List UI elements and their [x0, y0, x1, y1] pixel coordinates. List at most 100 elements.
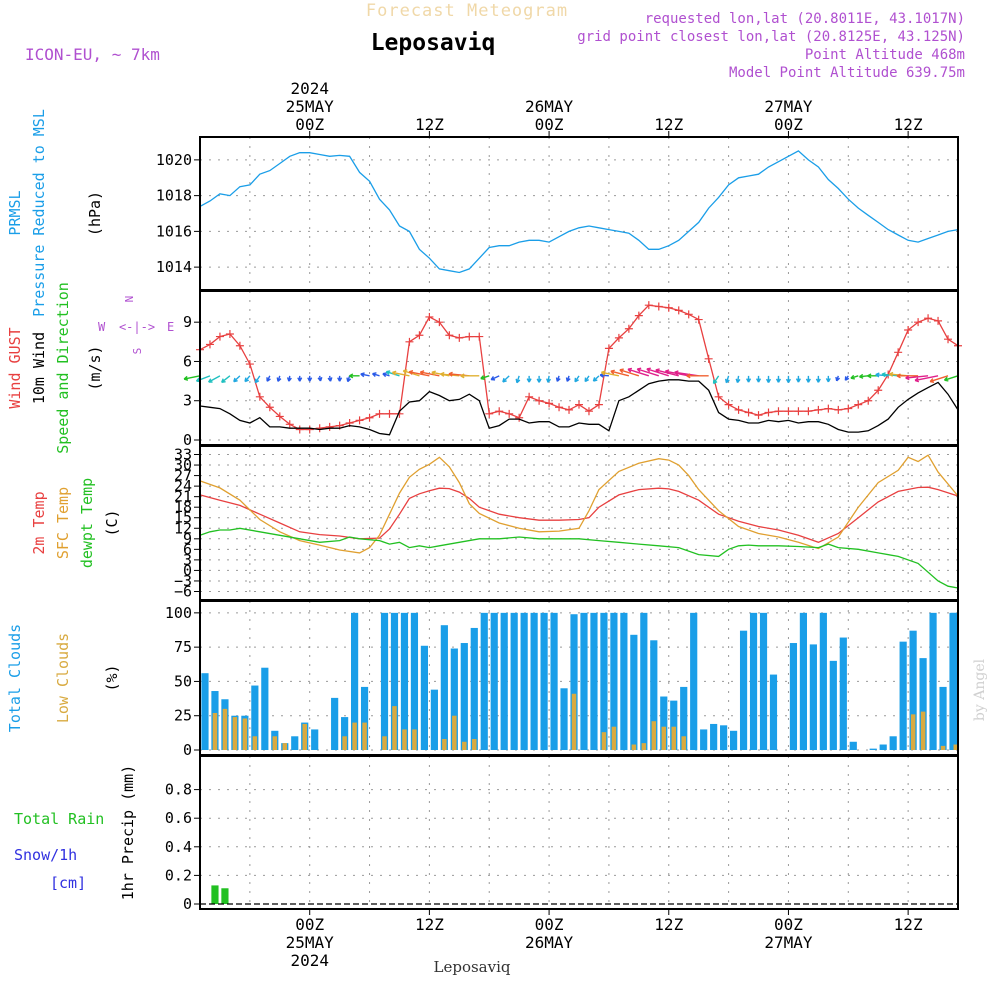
gust-marker: [704, 354, 713, 363]
gust-marker: [225, 329, 234, 338]
total-cloud-bar: [620, 612, 628, 750]
total-cloud-bar: [789, 643, 798, 750]
low-cloud-bar: [910, 714, 916, 750]
low-cloud-bar: [252, 736, 258, 750]
model-point-altitude: Model Point Altitude 639.75m: [729, 65, 965, 81]
y-tick-label: 0: [183, 561, 192, 579]
gust-marker: [694, 315, 703, 324]
wind-direction-arrow: [555, 375, 561, 382]
panel-2: 0 3 6 9 (m/s) Wind GUST 10m Wind Speed and Dire…: [6, 282, 962, 454]
wind-direction-arrow: [327, 375, 333, 382]
panel-frame: [199, 290, 959, 446]
wind-direction-arrow: [565, 375, 571, 382]
wind-direction-arrow: [825, 375, 831, 383]
gust-marker: [584, 407, 593, 416]
total-cloud-bar: [730, 730, 738, 750]
wind-direction-arrow: [859, 373, 869, 379]
total-cloud-bar: [470, 627, 478, 750]
gust-marker: [594, 400, 603, 409]
wind-direction-arrow: [627, 367, 650, 377]
wind-direction-arrow: [360, 372, 370, 378]
total-cloud-bar: [510, 612, 518, 750]
total-cloud-bar: [420, 645, 428, 750]
total-cloud-bar: [251, 685, 259, 750]
low-cloud-bar: [611, 726, 617, 750]
total-cloud-bar: [749, 612, 758, 750]
y-tick-label: 1014: [156, 258, 192, 276]
total-cloud-bar: [759, 612, 768, 750]
gust-marker: [744, 408, 753, 417]
variable-label: SFC Temp: [54, 487, 72, 559]
wind-direction-arrow: [929, 375, 949, 383]
gust-marker: [505, 409, 514, 418]
panel-1: 1014 1016 1018 1020 (hPa) PRMSL Pressure Reduc…: [6, 109, 959, 317]
total-cloud-bar: [889, 736, 897, 750]
gust-marker: [654, 302, 663, 311]
gust-marker: [455, 333, 464, 342]
gust-marker: [904, 326, 913, 335]
total-cloud-bar: [570, 614, 578, 750]
wind-direction-arrow: [775, 375, 782, 383]
gust-marker: [634, 311, 643, 320]
y-tick-label: 18: [174, 498, 192, 516]
gust-marker: [535, 396, 544, 405]
gust-marker: [924, 314, 933, 323]
low-cloud-bar: [452, 715, 457, 750]
top-time-label: 12Z: [894, 115, 923, 134]
watermark: by Angel: [972, 658, 988, 721]
top-time-label: 26MAY: [525, 97, 574, 116]
bottom-time-label: 12Z: [894, 915, 923, 934]
total-cloud-bar: [909, 630, 917, 750]
wind-direction-arrow: [765, 375, 772, 383]
wind-direction-arrow: [815, 375, 821, 383]
wind-direction-arrow: [515, 375, 521, 384]
panel-frame: [199, 755, 959, 910]
total-cloud-bar: [291, 736, 299, 750]
wind-direction-arrow: [276, 375, 282, 382]
low-cloud-bar: [671, 726, 676, 750]
total-cloud-bar: [460, 643, 468, 750]
y-tick-label: 9: [183, 530, 192, 548]
wind-direction-arrow: [619, 368, 640, 377]
total-cloud-bar: [201, 673, 209, 750]
y-tick-label: 0: [183, 431, 192, 449]
low-cloud-bar: [212, 712, 218, 750]
total-cloud-bar: [879, 744, 887, 750]
total-cloud-bar: [580, 612, 588, 750]
bottom-time-label: 12Z: [654, 915, 683, 934]
y-tick-label: 0.2: [165, 866, 192, 884]
location-title: Leposaviq: [371, 30, 496, 56]
gust-marker: [764, 408, 773, 417]
low-cloud-bar: [402, 729, 407, 750]
low-cloud-bar: [601, 732, 607, 750]
total-cloud-bar: [690, 612, 698, 750]
point-altitude: Point Altitude 468m: [805, 47, 965, 63]
series-line: [199, 527, 959, 589]
gust-marker: [425, 312, 434, 321]
wind-direction-arrow: [183, 375, 201, 381]
total-cloud-bar: [520, 612, 528, 750]
y-tick-label: 12: [174, 519, 192, 537]
wind-direction-arrow: [943, 375, 959, 382]
variable-label: Total Clouds: [6, 624, 24, 732]
gust-marker: [375, 409, 384, 418]
low-cloud-bar: [282, 743, 288, 750]
low-cloud-bar: [661, 726, 667, 750]
total-cloud-bar: [550, 612, 558, 750]
wind-direction-arrow: [610, 369, 630, 377]
y-tick-label: 15: [174, 509, 192, 527]
low-cloud-bar: [651, 721, 657, 750]
bottom-time-label: 12Z: [415, 915, 444, 934]
gust-marker: [894, 348, 903, 357]
total-cloud-bar: [351, 612, 359, 750]
wind-direction-arrow: [600, 370, 620, 377]
compass-w: W: [98, 320, 106, 334]
gust-marker: [844, 404, 853, 413]
top-time-label: 27MAY: [764, 97, 813, 116]
total-cloud-bar: [769, 674, 778, 750]
total-cloud-bar: [739, 630, 748, 750]
bottom-time-label: 26MAY: [525, 933, 574, 952]
total-cloud-bar: [261, 667, 269, 750]
